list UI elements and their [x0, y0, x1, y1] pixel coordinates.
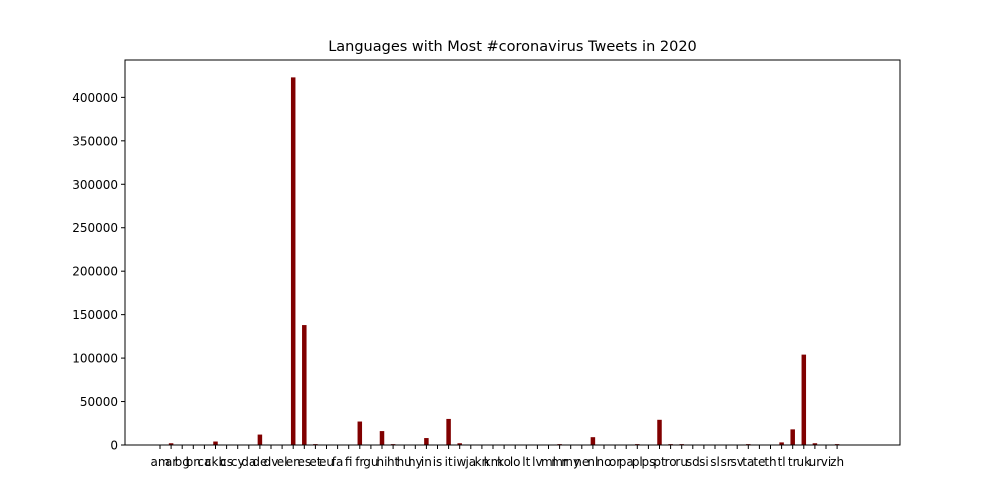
x-tick-label-tl: tl — [778, 455, 786, 469]
x-tick-label-fa: fa — [332, 455, 344, 469]
y-axis: 0 50000 100000 150000 200000 250000 300000 3500… — [72, 91, 125, 453]
x-tick-label-sv: sv — [731, 455, 744, 469]
x-tick-label-ps: ps — [641, 455, 655, 469]
x-tick-label-ar: ar — [165, 455, 177, 469]
x-tick-label-ml: ml — [541, 455, 556, 469]
x-tick-label-ro: ro — [665, 455, 677, 469]
x-tick-label-eu: eu — [319, 455, 334, 469]
x-tick-label-or: or — [609, 455, 621, 469]
x-tick-label-sr: sr — [721, 455, 732, 469]
x-tick-label-bn: bn — [186, 455, 201, 469]
x-tick-label-no: no — [597, 455, 612, 469]
x-tick-label-pl: pl — [632, 455, 643, 469]
bar-en — [290, 77, 296, 445]
x-tick-label-hu: hu — [397, 455, 412, 469]
bar-ckb — [213, 441, 218, 445]
x-tick-label-lv: lv — [532, 455, 542, 469]
bar-ar — [168, 443, 174, 445]
bar-uk — [801, 354, 807, 445]
x-tick-label-bg: bg — [175, 455, 190, 469]
bar-nl — [590, 437, 596, 445]
x-tick-label-ne: ne — [574, 455, 589, 469]
x-tick-label-dv: dv — [264, 455, 279, 469]
plot-frame — [124, 59, 901, 446]
y-tick-label-300000: 300000 — [72, 178, 118, 192]
x-tick-label-am: am — [150, 455, 169, 469]
bar-de — [257, 434, 263, 445]
x-tick-label-ja: ja — [464, 455, 476, 469]
x-tick-label-cy: cy — [231, 455, 245, 469]
x-tick-label-ko: ko — [497, 455, 511, 469]
bar-pt — [657, 419, 662, 445]
x-tick-label-si: si — [699, 455, 709, 469]
plot-background — [125, 60, 900, 445]
y-tick-label-200000: 200000 — [72, 265, 118, 279]
x-tick-label-hy: hy — [408, 455, 423, 469]
bar-in — [424, 438, 429, 445]
y-tick-label-100000: 100000 — [72, 352, 118, 366]
bar-it — [446, 418, 451, 445]
y-tick-label-350000: 350000 — [72, 134, 118, 148]
x-tick-label-en: en — [286, 455, 301, 469]
x-tick-label-et: et — [309, 455, 321, 469]
y-tick-label-400000: 400000 — [72, 91, 118, 105]
bar-fr — [357, 421, 363, 445]
x-tick-label-km: km — [484, 455, 503, 469]
x-tick-label-de: de — [252, 455, 267, 469]
chart-title: Languages with Most #coronavirus Tweets … — [328, 39, 697, 55]
x-tick-label-sl: sl — [710, 455, 720, 469]
x-tick-label-da: da — [241, 455, 256, 469]
x-tick-label-el: el — [277, 455, 288, 469]
x-tick-label-ckb: ckb — [205, 455, 226, 469]
bar-tl — [779, 442, 784, 445]
bar-ur — [812, 443, 818, 445]
x-tick-label-ur: ur — [809, 455, 822, 469]
x-tick-label-zh: zh — [830, 455, 844, 469]
y-tick-label-0: 0 — [110, 439, 118, 453]
x-tick-label-kn: kn — [475, 455, 490, 469]
bar-iw — [457, 443, 462, 445]
y-tick-label-250000: 250000 — [72, 221, 118, 235]
x-tick-label-uk: uk — [797, 455, 812, 469]
x-tick-label-tr: tr — [788, 455, 798, 469]
x-tick-label-ht: ht — [387, 455, 400, 469]
x-tick-label-is: is — [433, 455, 443, 469]
x-tick-label-gu: gu — [363, 455, 378, 469]
bars-group — [168, 77, 840, 445]
x-tick-label-my: my — [561, 455, 580, 469]
x-tick-label-fr: fr — [355, 455, 364, 469]
x-tick-label-es: es — [297, 455, 311, 469]
x-tick-label-in: in — [421, 455, 432, 469]
x-tick-label-lo: lo — [510, 455, 521, 469]
x-tick-label-iw: iw — [453, 455, 466, 469]
x-tick-label-it: it — [445, 455, 453, 469]
x-tick-label-ru: ru — [675, 455, 688, 469]
x-tick-label-mr: mr — [551, 455, 568, 469]
x-tick-label-te: te — [753, 455, 765, 469]
x-tick-label-ca: ca — [197, 455, 211, 469]
x-tick-label-hi: hi — [377, 455, 388, 469]
x-tick-label-vi: vi — [821, 455, 831, 469]
x-tick-label-nl: nl — [587, 455, 598, 469]
x-tick-label-th: th — [764, 455, 776, 469]
x-tick-label-ta: ta — [742, 455, 754, 469]
x-tick-label-fi: fi — [345, 455, 353, 469]
bar-es — [302, 325, 307, 445]
y-tick-label-150000: 150000 — [72, 308, 118, 322]
bar-tr — [790, 429, 795, 445]
x-tick-label-sd: sd — [686, 455, 700, 469]
y-tick-label-50000: 50000 — [80, 395, 118, 409]
x-tick-label-lt: lt — [522, 455, 530, 469]
bar-hi — [379, 431, 385, 445]
x-tick-label-pt: pt — [653, 455, 666, 469]
x-tick-label-cs: cs — [220, 455, 233, 469]
x-tick-label-pa: pa — [619, 455, 634, 469]
